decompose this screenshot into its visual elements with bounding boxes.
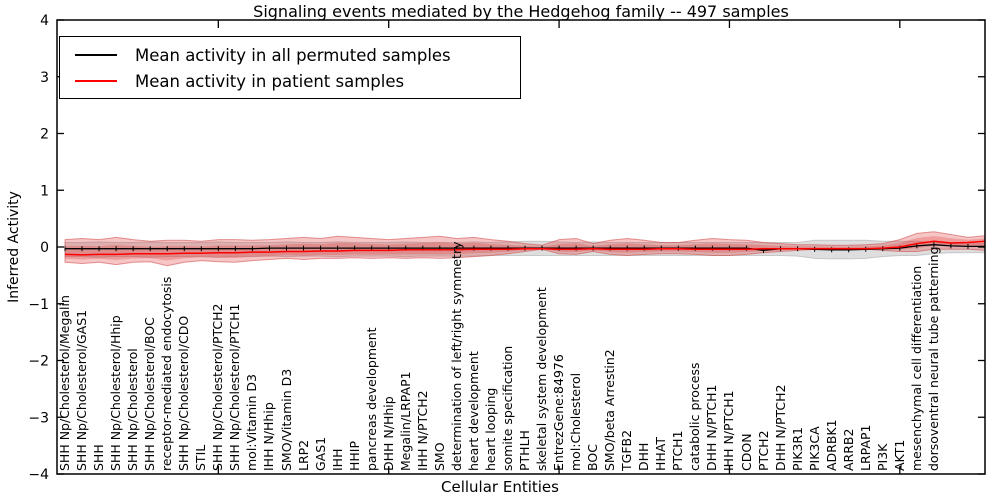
y-tick-label: 2 (40, 127, 49, 143)
x-axis-label: Cellular Entities (441, 478, 559, 496)
legend-item-permuted: Mean activity in all permuted samples (75, 42, 520, 68)
x-tick-label: LRP2 (295, 439, 311, 471)
x-tick-label: PTHLH (517, 430, 532, 471)
x-tick-label: SHH Np/Cholesterol/CDO (176, 315, 192, 471)
x-tick-label: HHIP (346, 440, 362, 471)
patient-line-swatch (75, 80, 117, 82)
x-tick-label: IHH (329, 448, 345, 472)
x-tick-label: SHH Np/Cholesterol/Megalin (57, 295, 72, 471)
x-tick-label: skeletal system development (534, 287, 549, 471)
x-tick-label: SMO/beta Arrestin2 (602, 349, 618, 471)
x-tick-label: SHH (91, 444, 107, 471)
y-tick-label: 0 (40, 240, 49, 256)
x-tick-label: SHH Np/Cholesterol (125, 348, 141, 471)
y-tick-label: −4 (28, 467, 49, 483)
x-tick-label: IHH N/PTCH1 (721, 390, 737, 471)
x-tick-label: IHH N/PTCH2 (414, 390, 430, 471)
x-tick-label: somite specification (500, 345, 515, 471)
x-tick-label: DHH N/Hhip (380, 396, 396, 471)
chart-title: Signaling events mediated by the Hedgeho… (253, 2, 789, 21)
x-tick-label: heart looping (482, 387, 498, 471)
x-tick-label: receptor-mediated endocytosis (159, 276, 175, 471)
x-tick-label: TGFB2 (619, 429, 635, 471)
x-tick-label: PTCH2 (755, 430, 771, 471)
x-tick-label: SMO (431, 442, 447, 471)
x-tick-label: DHH (636, 442, 652, 471)
x-tick-label: IHH N/Hhip (261, 402, 277, 471)
x-tick-label: BOC (585, 444, 601, 471)
y-tick-label: 4 (40, 13, 49, 29)
x-tick-label: SHH Np/Cholesterol/BOC (142, 317, 158, 471)
y-tick-label: −2 (28, 354, 49, 370)
x-tick-label: GAS1 (312, 436, 328, 471)
x-tick-label: PIK3CA (806, 426, 822, 471)
x-tick-label: EntrezGene:84976 (551, 354, 567, 471)
y-tick-label: −1 (28, 297, 49, 313)
legend-item-patient: Mean activity in patient samples (75, 68, 520, 94)
x-tick-label: ADRBK1 (823, 419, 839, 471)
x-tick-label: DHH N/PTCH2 (772, 384, 788, 471)
x-tick-label: mesenchymal cell differentiation (908, 265, 924, 471)
x-tick-label: LRPAP1 (857, 424, 873, 471)
y-tick-label: −3 (28, 410, 49, 426)
x-tick-label: HHAT (653, 436, 669, 471)
x-tick-label: mol:Vitamin D3 (244, 374, 260, 471)
x-tick-label: determination of left/right symmetry (448, 241, 464, 472)
x-tick-label: DHH N/PTCH1 (704, 384, 720, 471)
y-tick-label: 1 (40, 183, 49, 199)
x-tick-label: SHH Np/Cholesterol/PTCH2 (210, 303, 226, 472)
x-tick-label: Megalin/LRPAP1 (397, 371, 413, 471)
x-tick-label: ARRB2 (840, 428, 856, 471)
y-axis-label: Inferred Activity (6, 191, 22, 303)
x-tick-label: pancreas development (363, 327, 379, 471)
x-tick-label: heart development (465, 351, 481, 471)
x-tick-label: CDON (738, 433, 754, 471)
permuted-line-swatch (75, 54, 117, 56)
y-tick-label: 3 (40, 70, 49, 86)
axis-ticks (57, 19, 985, 475)
x-tick-label: AKT1 (891, 439, 907, 471)
x-tick-label: SHH Np/Cholesterol/Hhip (108, 315, 124, 471)
x-tick-label: SMO/Vitamin D3 (278, 368, 294, 471)
x-tick-label: PTCH1 (670, 430, 686, 471)
legend: Mean activity in all permuted samples Me… (59, 36, 521, 99)
x-tick-label: mol:Cholesterol (568, 372, 584, 471)
y-tick-labels: 4 3 2 1 0 −1 −2 −3 −4 (28, 13, 49, 483)
legend-label-permuted: Mean activity in all permuted samples (135, 45, 451, 65)
x-tick-label: dorsoventral neural tube patterning (925, 246, 941, 472)
x-tick-label: SHH Np/Cholesterol/PTCH1 (227, 303, 243, 472)
patient-mean-line (64, 240, 986, 256)
x-tick-label: STIL (193, 444, 209, 471)
legend-label-patient: Mean activity in patient samples (135, 71, 405, 91)
x-tick-label: PI3K (874, 443, 890, 471)
x-tick-label: SHH Np/Cholesterol/GAS1 (74, 309, 89, 471)
x-tick-label: PIK3R1 (789, 426, 805, 471)
x-tick-label: catabolic process (687, 362, 703, 471)
